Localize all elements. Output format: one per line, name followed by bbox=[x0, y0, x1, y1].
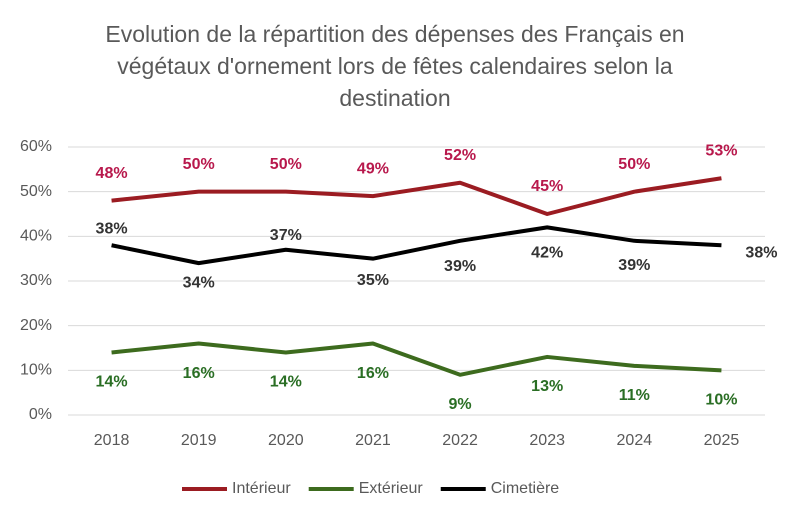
x-tick-label: 2018 bbox=[94, 432, 130, 449]
data-label: 53% bbox=[705, 142, 737, 159]
data-label: 16% bbox=[183, 365, 215, 382]
line-series bbox=[111, 176, 722, 216]
x-tick-label: 2023 bbox=[529, 432, 565, 449]
y-tick-label: 20% bbox=[20, 317, 52, 334]
data-label: 39% bbox=[444, 258, 476, 275]
x-tick-label: 2020 bbox=[268, 432, 304, 449]
legend-label: Cimetière bbox=[491, 480, 560, 497]
data-label: 16% bbox=[357, 365, 389, 382]
y-tick-label: 30% bbox=[20, 272, 52, 289]
x-tick-label: 2024 bbox=[617, 432, 653, 449]
data-label: 9% bbox=[449, 396, 472, 413]
line-series bbox=[111, 225, 722, 266]
x-tick-label: 2022 bbox=[442, 432, 478, 449]
x-tick-label: 2021 bbox=[355, 432, 391, 449]
y-tick-label: 60% bbox=[20, 138, 52, 155]
data-label: 14% bbox=[270, 374, 302, 391]
chart-title: Evolution de la répartition des dépenses… bbox=[105, 21, 685, 111]
data-label: 10% bbox=[705, 392, 737, 409]
data-label: 49% bbox=[357, 160, 389, 177]
data-label: 50% bbox=[270, 156, 302, 173]
data-label: 38% bbox=[745, 244, 777, 261]
y-tick-label: 50% bbox=[20, 183, 52, 200]
x-tick-label: 2025 bbox=[704, 432, 740, 449]
data-label: 45% bbox=[531, 178, 563, 195]
data-label: 50% bbox=[183, 156, 215, 173]
y-tick-label: 10% bbox=[20, 362, 52, 379]
x-tick-label: 2019 bbox=[181, 432, 217, 449]
data-label: 48% bbox=[96, 165, 128, 182]
data-label: 34% bbox=[183, 274, 215, 291]
data-label: 13% bbox=[531, 378, 563, 395]
data-label: 14% bbox=[96, 374, 128, 391]
data-label: 52% bbox=[444, 147, 476, 164]
y-tick-label: 40% bbox=[20, 228, 52, 245]
legend-label: Intérieur bbox=[232, 480, 291, 497]
data-label: 35% bbox=[357, 272, 389, 289]
data-label: 42% bbox=[531, 245, 563, 262]
data-label: 38% bbox=[96, 220, 128, 237]
line-series bbox=[111, 341, 722, 377]
data-label: 37% bbox=[270, 227, 302, 244]
y-tick-label: 0% bbox=[29, 406, 52, 423]
data-label: 11% bbox=[619, 387, 650, 404]
data-label: 39% bbox=[618, 257, 650, 274]
legend-label: Extérieur bbox=[359, 480, 424, 497]
data-label: 50% bbox=[618, 156, 650, 173]
